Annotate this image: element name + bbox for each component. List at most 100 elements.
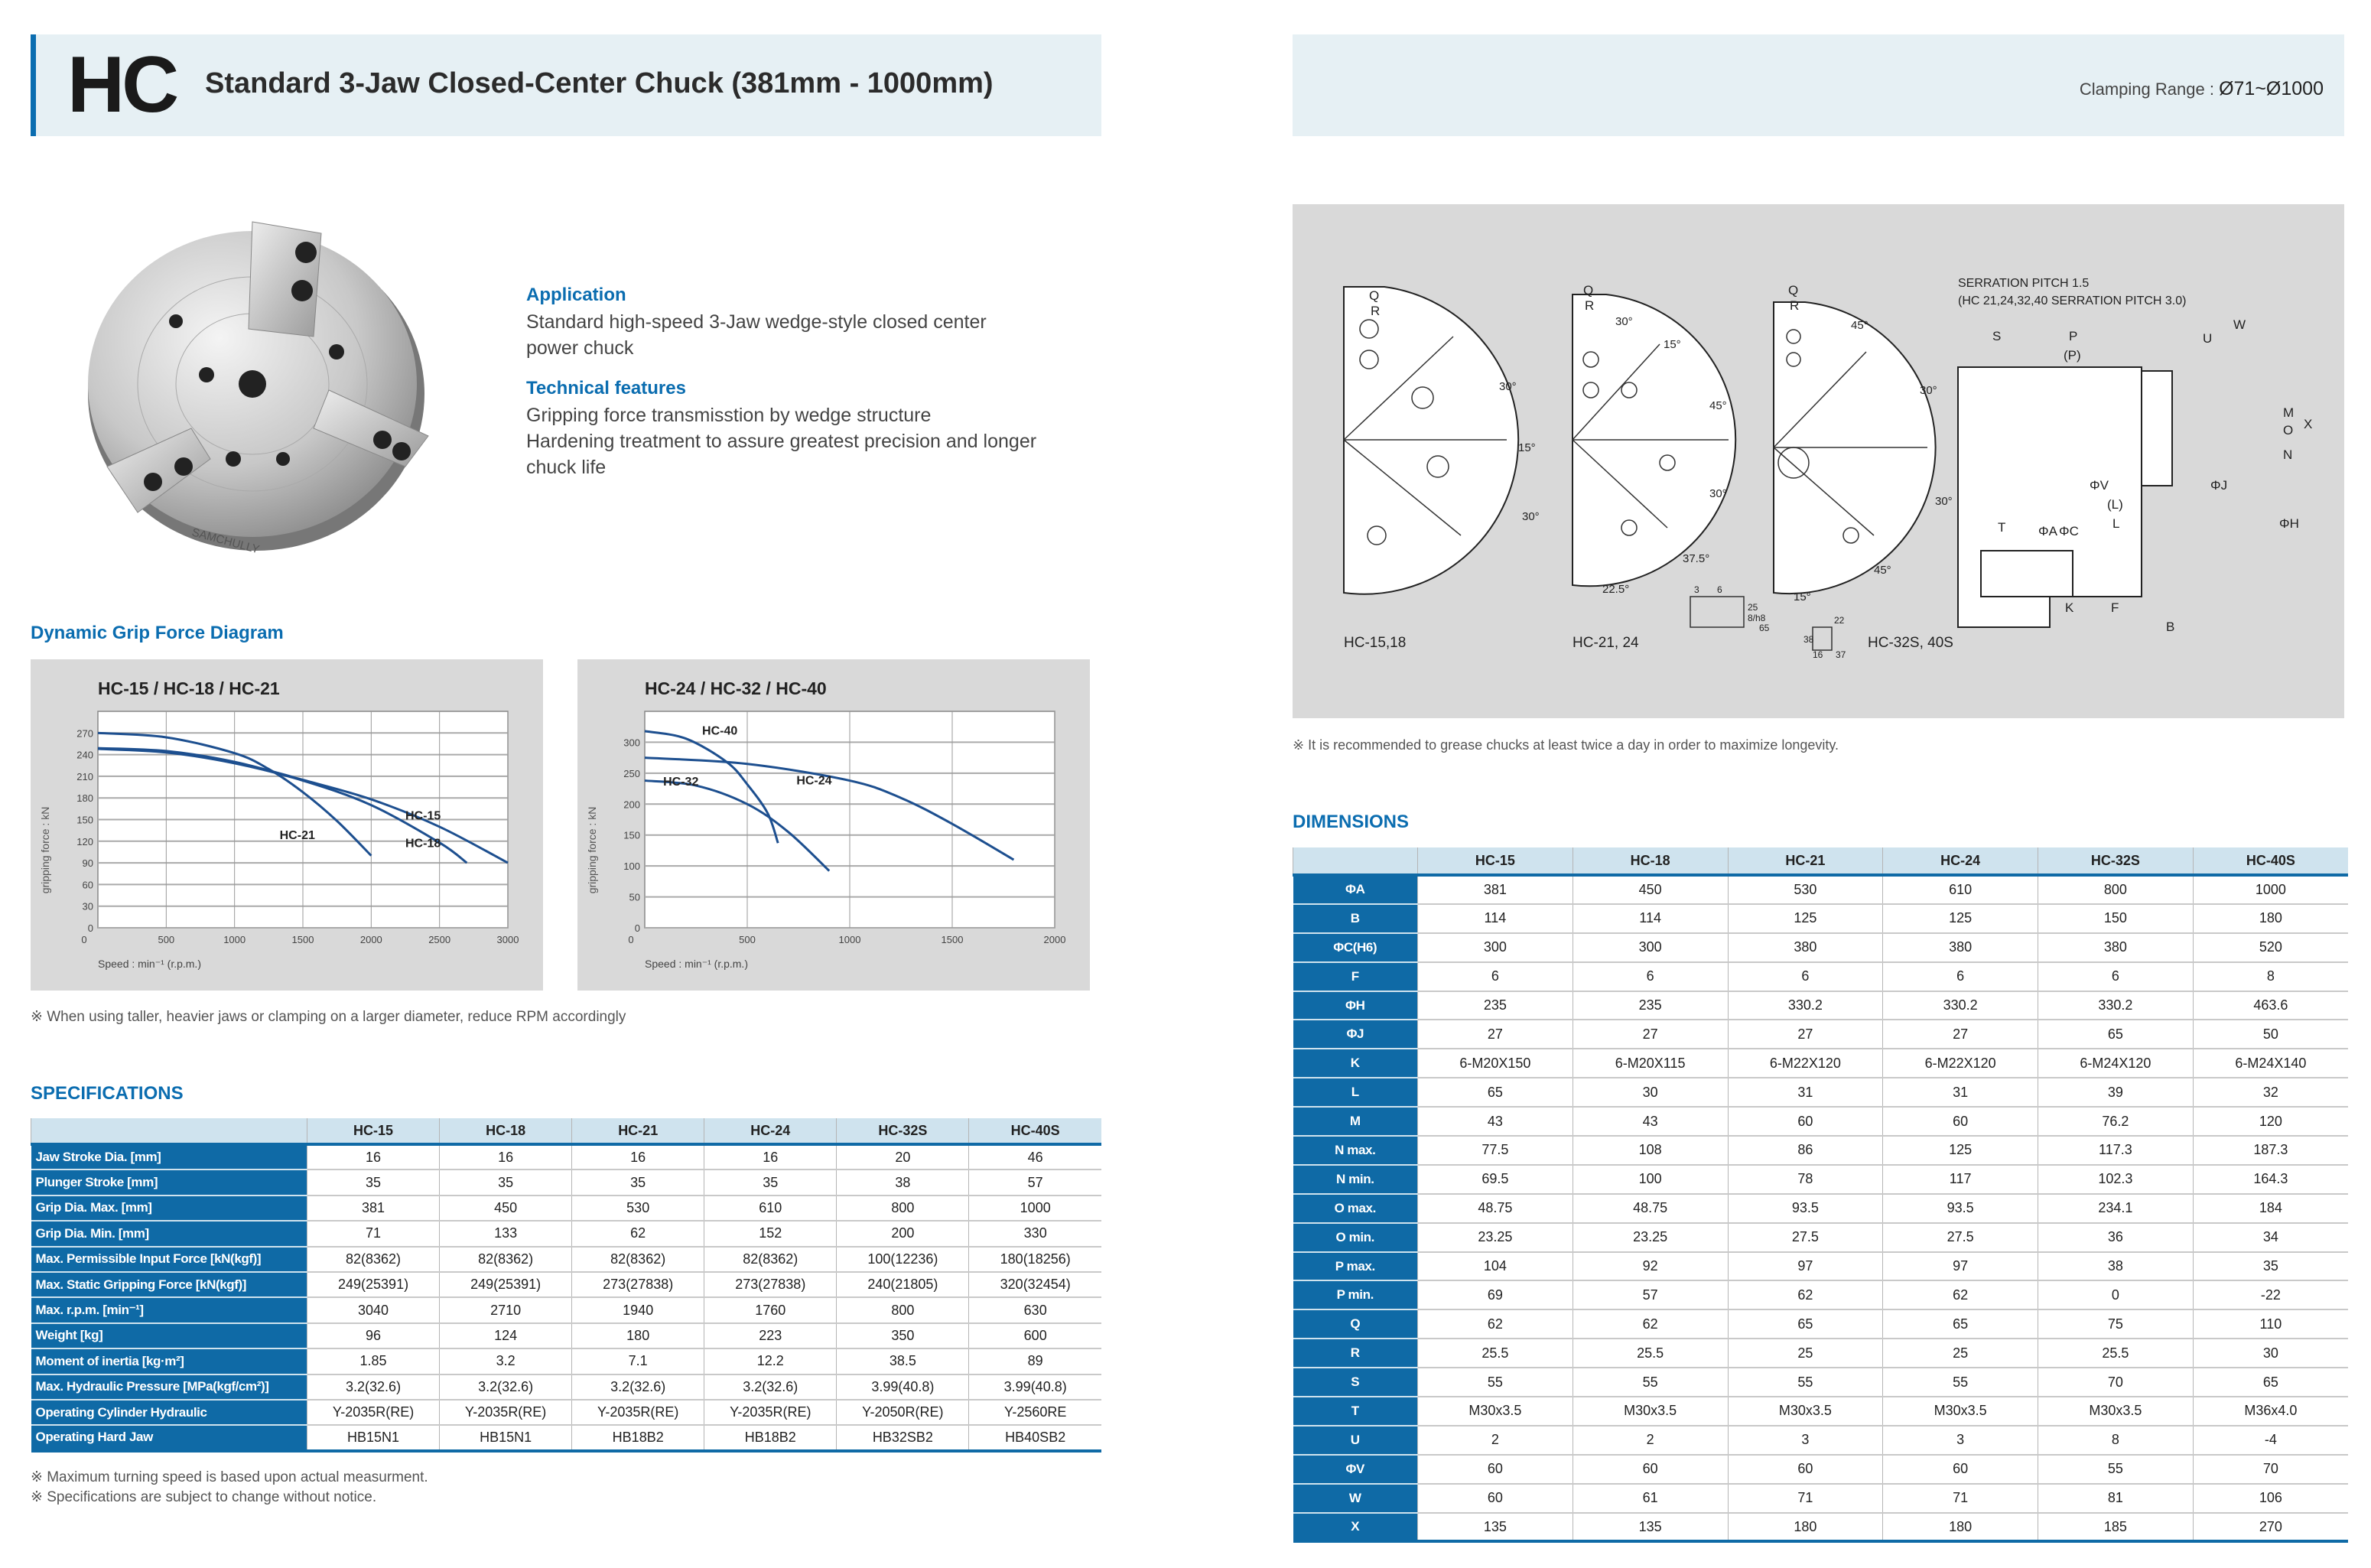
table-cell: 69.5 (1417, 1164, 1573, 1195)
spec-corner (31, 1118, 307, 1146)
row-label: P max. (1293, 1251, 1418, 1282)
table-cell: 3.2 (439, 1348, 572, 1375)
table-cell: M30x3.5 (1727, 1397, 1883, 1426)
table-cell: 62 (1727, 1280, 1883, 1311)
table-cell: 93.5 (1882, 1193, 2038, 1224)
y-tick-label: 150 (76, 815, 93, 826)
row-label: R (1293, 1339, 1418, 1369)
dim-label: R (1371, 304, 1380, 318)
row-label: ΦH (1293, 991, 1418, 1021)
table-cell: Y-2035R(RE) (439, 1399, 572, 1426)
small-dim: 3 (1694, 584, 1699, 595)
table-cell: Y-2035R(RE) (306, 1399, 440, 1426)
table-cell: 12.2 (704, 1348, 837, 1375)
row-label: Max. Hydraulic Pressure [MPa(kgf/cm²)] (31, 1374, 307, 1400)
x-tick-label: 1500 (942, 934, 964, 945)
table-row: ΦC(H6) 300 300 380 380 380 520 (1293, 932, 2348, 963)
table-cell: HB40SB2 (968, 1425, 1101, 1453)
y-tick-label: 0 (635, 922, 640, 934)
table-cell: 800 (2038, 875, 2194, 905)
table-cell: 62 (571, 1221, 704, 1248)
table-cell: 30 (1572, 1078, 1728, 1108)
table-cell: 48.75 (1572, 1193, 1728, 1224)
table-cell: 60 (1727, 1454, 1883, 1485)
table-cell: 61 (1572, 1483, 1728, 1514)
table-cell: 62 (1572, 1309, 1728, 1340)
row-label: B (1293, 903, 1418, 934)
small-dim: 22 (1834, 615, 1845, 626)
y-tick-label: 60 (83, 879, 93, 890)
table-cell: 235 (1572, 991, 1728, 1021)
row-label: M (1293, 1107, 1418, 1137)
small-dim: 8/h8 (1748, 613, 1766, 623)
table-cell: 71 (306, 1221, 440, 1248)
row-label: W (1293, 1483, 1418, 1514)
angle-label: 37.5° (1683, 552, 1709, 565)
table-row: Max. Static Gripping Force [kN(kgf)] 249(… (31, 1271, 1101, 1299)
table-cell: 6 (1572, 961, 1728, 992)
chart-title: HC-24 / HC-32 / HC-40 (645, 678, 827, 698)
angle-label: 30° (1499, 380, 1517, 393)
table-cell: 62 (1882, 1280, 2038, 1311)
table-cell: 100 (1572, 1164, 1728, 1195)
table-cell: 117.3 (2038, 1136, 2194, 1166)
table-cell: M30x3.5 (1882, 1397, 2038, 1426)
table-cell: 114 (1572, 903, 1728, 934)
table-cell: 55 (1727, 1368, 1883, 1398)
table-cell: 234.1 (2038, 1193, 2194, 1224)
dim-label: B (2166, 620, 2174, 634)
table-cell: 27 (1882, 1020, 2038, 1050)
table-cell: 31 (1727, 1078, 1883, 1108)
table-cell: 65 (2038, 1020, 2194, 1050)
table-cell: 25 (1727, 1339, 1883, 1369)
header-band-right (1293, 34, 2344, 136)
table-cell: 69 (1417, 1280, 1573, 1311)
table-row: Moment of inertia [kg·m²] 1.85 3.2 7.1 12.2 3… (31, 1348, 1101, 1375)
row-label: P min. (1293, 1280, 1418, 1311)
row-label: Max. Static Gripping Force [kN(kgf)] (31, 1271, 307, 1299)
row-label: Max. r.p.m. [min⁻¹] (31, 1297, 307, 1324)
y-tick-label: 250 (623, 768, 640, 779)
angle-label: 45° (1874, 564, 1891, 577)
small-dim: 65 (1759, 623, 1770, 633)
table-cell: 71 (1727, 1483, 1883, 1514)
table-row: T M30x3.5 M30x3.5 M30x3.5 M30x3.5 M30x3.5 M36x… (1293, 1397, 2348, 1426)
table-cell: Y-2050R(RE) (836, 1399, 969, 1426)
table-cell: 450 (1572, 875, 1728, 905)
x-tick-label: 500 (158, 934, 174, 945)
application-line: power chuck (526, 337, 634, 359)
specifications-table: HC-15 HC-18 HC-21 HC-24 HC-32S HC-40S Jaw Str… (31, 1118, 1101, 1453)
column-header: HC-40S (2192, 847, 2348, 877)
table-cell: 100(12236) (836, 1246, 969, 1273)
dim-label: ΦV (2090, 478, 2109, 493)
table-cell: 6-M20X150 (1417, 1049, 1573, 1079)
angle-label: 30° (1920, 384, 1937, 397)
table-row: O min. 23.25 23.25 27.5 27.5 36 34 (1293, 1222, 2348, 1253)
table-cell: 0 (2038, 1280, 2194, 1311)
table-row: U 2 2 3 3 8 -4 (1293, 1425, 2348, 1456)
table-cell: HB18B2 (571, 1425, 704, 1453)
table-cell: 1760 (704, 1297, 837, 1324)
product-info: Application Standard high-speed 3-Jaw we… (526, 285, 1107, 480)
row-label: Weight [kg] (31, 1322, 307, 1350)
dim-label: W (2233, 317, 2246, 332)
table-row: S 55 55 55 55 70 65 (1293, 1368, 2348, 1398)
table-cell: 2 (1572, 1425, 1728, 1456)
table-cell: 38 (836, 1169, 969, 1196)
table-cell: 3.99(40.8) (968, 1374, 1101, 1400)
table-cell: 34 (2192, 1222, 2348, 1253)
table-cell: 60 (1572, 1454, 1728, 1485)
table-row: Max. r.p.m. [min⁻¹] 3040 2710 1940 1760 800 63… (31, 1297, 1101, 1324)
table-cell: 60 (1882, 1107, 2038, 1137)
table-cell: 43 (1572, 1107, 1728, 1137)
table-cell: 35 (439, 1169, 572, 1196)
table-cell: 450 (439, 1195, 572, 1222)
table-cell: 35 (306, 1169, 440, 1196)
table-cell: 104 (1417, 1251, 1573, 1282)
table-cell: 97 (1882, 1251, 2038, 1282)
row-label: ΦJ (1293, 1020, 1418, 1050)
table-cell: 82(8362) (571, 1246, 704, 1273)
chart-title: HC-15 / HC-18 / HC-21 (98, 678, 280, 698)
table-cell: 380 (1727, 932, 1883, 963)
series-label: HC-24 (796, 774, 831, 787)
